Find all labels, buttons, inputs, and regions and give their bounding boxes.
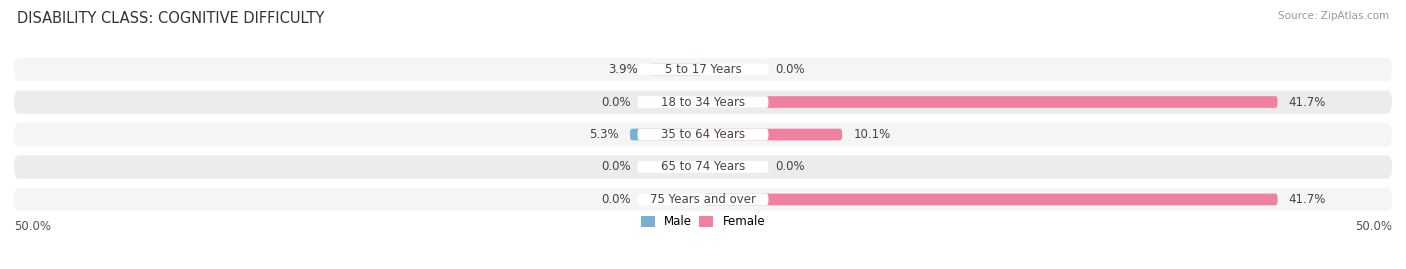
FancyBboxPatch shape: [637, 194, 769, 205]
FancyBboxPatch shape: [703, 194, 1278, 205]
Text: 18 to 34 Years: 18 to 34 Years: [661, 95, 745, 108]
Text: 35 to 64 Years: 35 to 64 Years: [661, 128, 745, 141]
Text: 0.0%: 0.0%: [600, 95, 631, 108]
FancyBboxPatch shape: [14, 155, 1392, 179]
FancyBboxPatch shape: [14, 123, 1392, 146]
Text: 5 to 17 Years: 5 to 17 Years: [665, 63, 741, 76]
FancyBboxPatch shape: [14, 188, 1392, 211]
FancyBboxPatch shape: [637, 161, 769, 173]
Text: 75 Years and over: 75 Years and over: [650, 193, 756, 206]
FancyBboxPatch shape: [637, 64, 769, 75]
Text: 50.0%: 50.0%: [1355, 220, 1392, 233]
Text: 41.7%: 41.7%: [1289, 95, 1326, 108]
Text: 5.3%: 5.3%: [589, 128, 619, 141]
Text: 41.7%: 41.7%: [1289, 193, 1326, 206]
FancyBboxPatch shape: [637, 129, 769, 140]
Legend: Male, Female: Male, Female: [641, 215, 765, 228]
Text: 0.0%: 0.0%: [775, 161, 806, 174]
FancyBboxPatch shape: [630, 129, 703, 140]
FancyBboxPatch shape: [14, 90, 1392, 114]
FancyBboxPatch shape: [650, 64, 703, 75]
Text: 0.0%: 0.0%: [775, 63, 806, 76]
FancyBboxPatch shape: [14, 58, 1392, 81]
FancyBboxPatch shape: [703, 129, 842, 140]
Text: 10.1%: 10.1%: [853, 128, 890, 141]
Text: 0.0%: 0.0%: [600, 161, 631, 174]
Text: 0.0%: 0.0%: [600, 193, 631, 206]
FancyBboxPatch shape: [637, 96, 769, 108]
Text: 50.0%: 50.0%: [14, 220, 51, 233]
Text: DISABILITY CLASS: COGNITIVE DIFFICULTY: DISABILITY CLASS: COGNITIVE DIFFICULTY: [17, 11, 325, 26]
Text: 65 to 74 Years: 65 to 74 Years: [661, 161, 745, 174]
Text: 3.9%: 3.9%: [609, 63, 638, 76]
FancyBboxPatch shape: [703, 96, 1278, 108]
Text: Source: ZipAtlas.com: Source: ZipAtlas.com: [1278, 11, 1389, 21]
